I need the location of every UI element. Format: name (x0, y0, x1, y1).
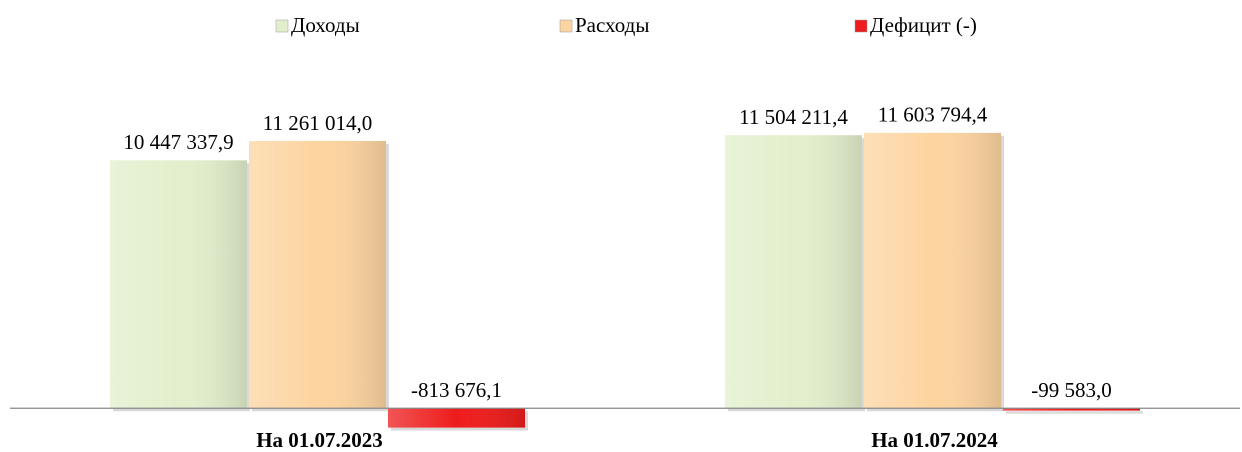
value-label: -99 583,0 (1031, 378, 1112, 402)
legend-label: Дефицит (-) (870, 13, 977, 37)
value-label: -813 676,1 (411, 378, 502, 402)
bar-shade (388, 408, 525, 428)
legend-swatch (559, 19, 573, 33)
value-label: 11 603 794,4 (878, 103, 988, 127)
bar-shade (1003, 408, 1140, 411)
value-label: 11 504 211,4 (739, 105, 848, 129)
value-label: 10 447 337,9 (123, 130, 233, 154)
bar-shade (249, 141, 386, 409)
x-tick-label: На 01.07.2023 (256, 428, 383, 452)
bar-shade (864, 132, 1001, 409)
value-label: 11 261 014,0 (263, 111, 372, 135)
legend-swatch (854, 19, 868, 33)
legend-label: Расходы (575, 13, 649, 37)
bar-shadow (1006, 411, 1143, 414)
legend-label: Доходы (291, 13, 360, 37)
legend-swatch (275, 19, 289, 33)
x-tick-label: На 01.07.2024 (871, 428, 998, 452)
bar-shade (110, 160, 247, 409)
bar-shade (725, 135, 862, 409)
